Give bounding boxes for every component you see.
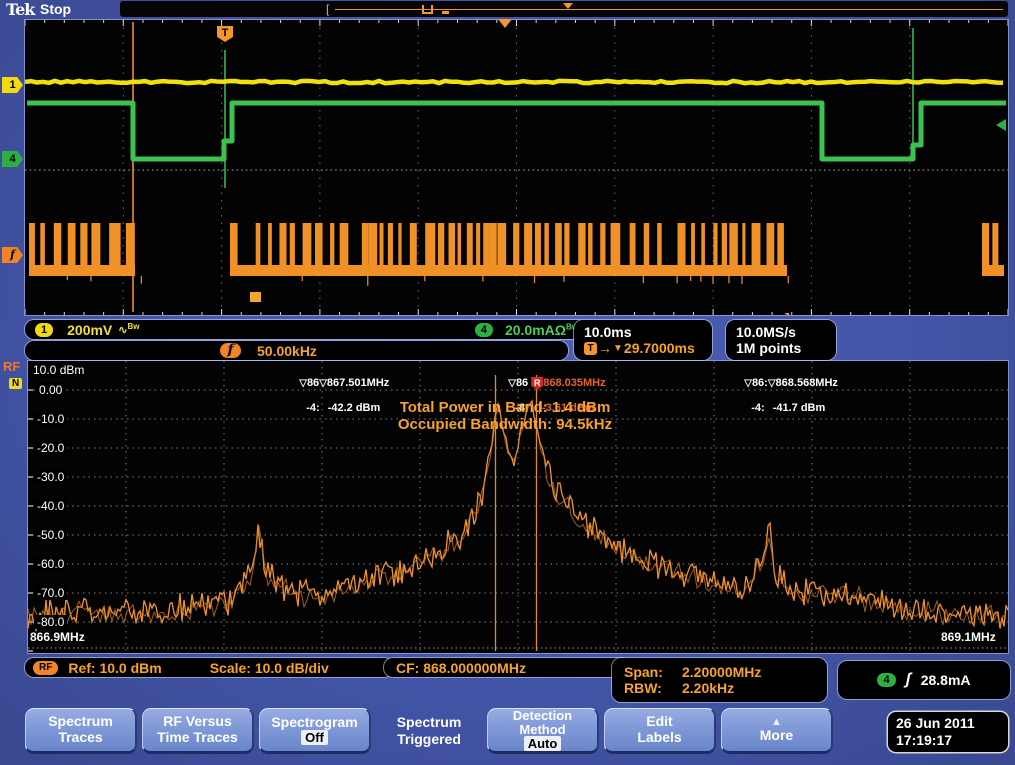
- rf-n-badge: N: [9, 378, 22, 389]
- rf-time-trace-badge: f: [2, 247, 23, 263]
- ref-level-label: 10.0 dBm: [30, 363, 87, 377]
- y-tick: -70.0: [34, 586, 67, 600]
- trigger-position-readout: T→▼29.7000ms: [584, 340, 695, 356]
- rf-time-readout-box: f 50.00kHz: [25, 341, 568, 360]
- trigger-level-arrow-icon: [996, 119, 1006, 131]
- rf-ref-level: Ref: 10.0 dBm: [68, 660, 161, 676]
- oscilloscope-screen: Tek Stop [ ] T 1 4 f 1 200mV ∿Bw 4 20.0m…: [0, 0, 1015, 765]
- span-value: 2.20000MHz: [682, 664, 761, 680]
- timebase-scale: 10.0ms: [584, 324, 631, 340]
- detection-method-button[interactable]: DetectionMethodAuto: [487, 708, 599, 754]
- tek-logo: Tek: [6, 0, 34, 19]
- ch1-coupling-icon: ∿Bw: [118, 322, 139, 337]
- spectrogram-value: Off: [301, 730, 328, 745]
- acquisition-status: Stop: [40, 1, 71, 17]
- record-preview-line: [335, 9, 1003, 10]
- ch4-scale: 20.0mA: [505, 322, 555, 338]
- time-domain-display: ]: [25, 20, 1008, 315]
- channel4-position-badge: 4: [2, 151, 23, 167]
- span-label: Span:: [624, 664, 682, 680]
- stop-frequency-label: 869.1MHz: [941, 630, 996, 644]
- center-frequency-readout-box: CF: 868.000000MHz: [384, 658, 629, 677]
- expansion-point-marker-icon: [498, 19, 512, 28]
- tri-down-icon: ▼: [613, 343, 623, 354]
- channel1-position-badge: 1: [2, 77, 23, 93]
- rf-reference-readout-box: RF Ref: 10.0 dBm Scale: 10.0 dB/div: [25, 658, 393, 677]
- record-position-marker-icon: [563, 3, 573, 9]
- marker-tri-icon: ▽: [744, 378, 752, 389]
- svg-text:]: ]: [785, 311, 790, 315]
- rf-badge: RF: [33, 661, 58, 675]
- record-view-bracket-icon: [: [326, 1, 329, 17]
- datetime-display: 26 Jun 2011 17:19:17: [888, 712, 1008, 752]
- date-label: 26 Jun 2011: [896, 715, 1008, 732]
- spectrum-traces-button[interactable]: SpectrumTraces: [25, 708, 137, 754]
- center-frequency: CF: 868.000000MHz: [396, 660, 526, 676]
- channel-readout-box: 1 200mV ∿Bw 4 20.0mA ΩBw: [25, 320, 588, 339]
- marker-tri-icon: ▽: [508, 378, 516, 389]
- acquisition-preview-bar: [: [120, 1, 1008, 17]
- y-tick: 0.00: [36, 383, 65, 397]
- time-domain-waveforms: ]: [25, 20, 1008, 315]
- y-tick: -30.0: [34, 470, 67, 484]
- time-label: 17:19:17: [896, 732, 1008, 749]
- record-length: 1M points: [736, 340, 801, 356]
- y-tick: -80.0: [34, 615, 67, 629]
- rf-menu-badge: RF N: [3, 360, 25, 391]
- y-tick: -60.0: [34, 557, 67, 571]
- rf-scale: Scale: 10.0 dB/div: [210, 660, 329, 676]
- ch4-badge: 4: [475, 323, 493, 337]
- ch1-badge: 1: [35, 323, 53, 337]
- detection-method-value: Auto: [524, 736, 562, 751]
- marker-tri-icon: ▽: [299, 378, 307, 389]
- y-tick: -50.0: [34, 528, 67, 542]
- rising-edge-icon: ʃ: [906, 671, 911, 689]
- trigger-readout-box: 4 ʃ 28.8mA: [838, 661, 1010, 699]
- trigger-source-badge: 4: [877, 673, 895, 687]
- rf-time-badge: f: [220, 343, 241, 358]
- more-button[interactable]: ▲ More: [721, 708, 833, 754]
- trigger-level-value: 28.8mA: [921, 672, 971, 688]
- rbw-label: RBW:: [624, 680, 682, 696]
- rf-badge-label: RF: [3, 360, 25, 373]
- y-tick: -10.0: [34, 412, 67, 426]
- spectrum-triggered-label: SpectrumTriggered: [376, 714, 482, 748]
- acquisition-readout-box: 10.0MS/s 1M points: [726, 320, 836, 360]
- spectrogram-button[interactable]: SpectrogramOff: [259, 708, 371, 754]
- y-tick: -40.0: [34, 499, 67, 513]
- y-tick: -20.0: [34, 441, 67, 455]
- edit-labels-button[interactable]: EditLabels: [604, 708, 716, 754]
- timebase-readout-box: 10.0ms T→▼29.7000ms: [574, 320, 712, 360]
- record-trigger-marker-icon: [422, 5, 433, 14]
- ch1-scale: 200mV: [67, 322, 112, 338]
- rbw-value: 2.20kHz: [682, 680, 734, 696]
- trigger-t-icon: T: [584, 342, 597, 355]
- reference-marker-flag-icon: R: [531, 377, 543, 390]
- rf-time-scale: 50.00kHz: [257, 343, 317, 359]
- occupied-bandwidth-annotation: Occupied Bandwidth: 94.5kHz: [255, 416, 755, 433]
- record-cursor-icon: [442, 11, 449, 14]
- arrow-right-icon: →: [598, 340, 612, 356]
- sample-rate: 10.0MS/s: [736, 324, 796, 340]
- span-rbw-readout-box: Span:2.20000MHz RBW:2.20kHz: [612, 658, 827, 702]
- total-power-annotation: Total Power in Band: 1.4 dBm: [255, 399, 755, 416]
- rf-versus-time-traces-button[interactable]: RF VersusTime Traces: [142, 708, 254, 754]
- start-frequency-label: 866.9MHz: [30, 630, 85, 644]
